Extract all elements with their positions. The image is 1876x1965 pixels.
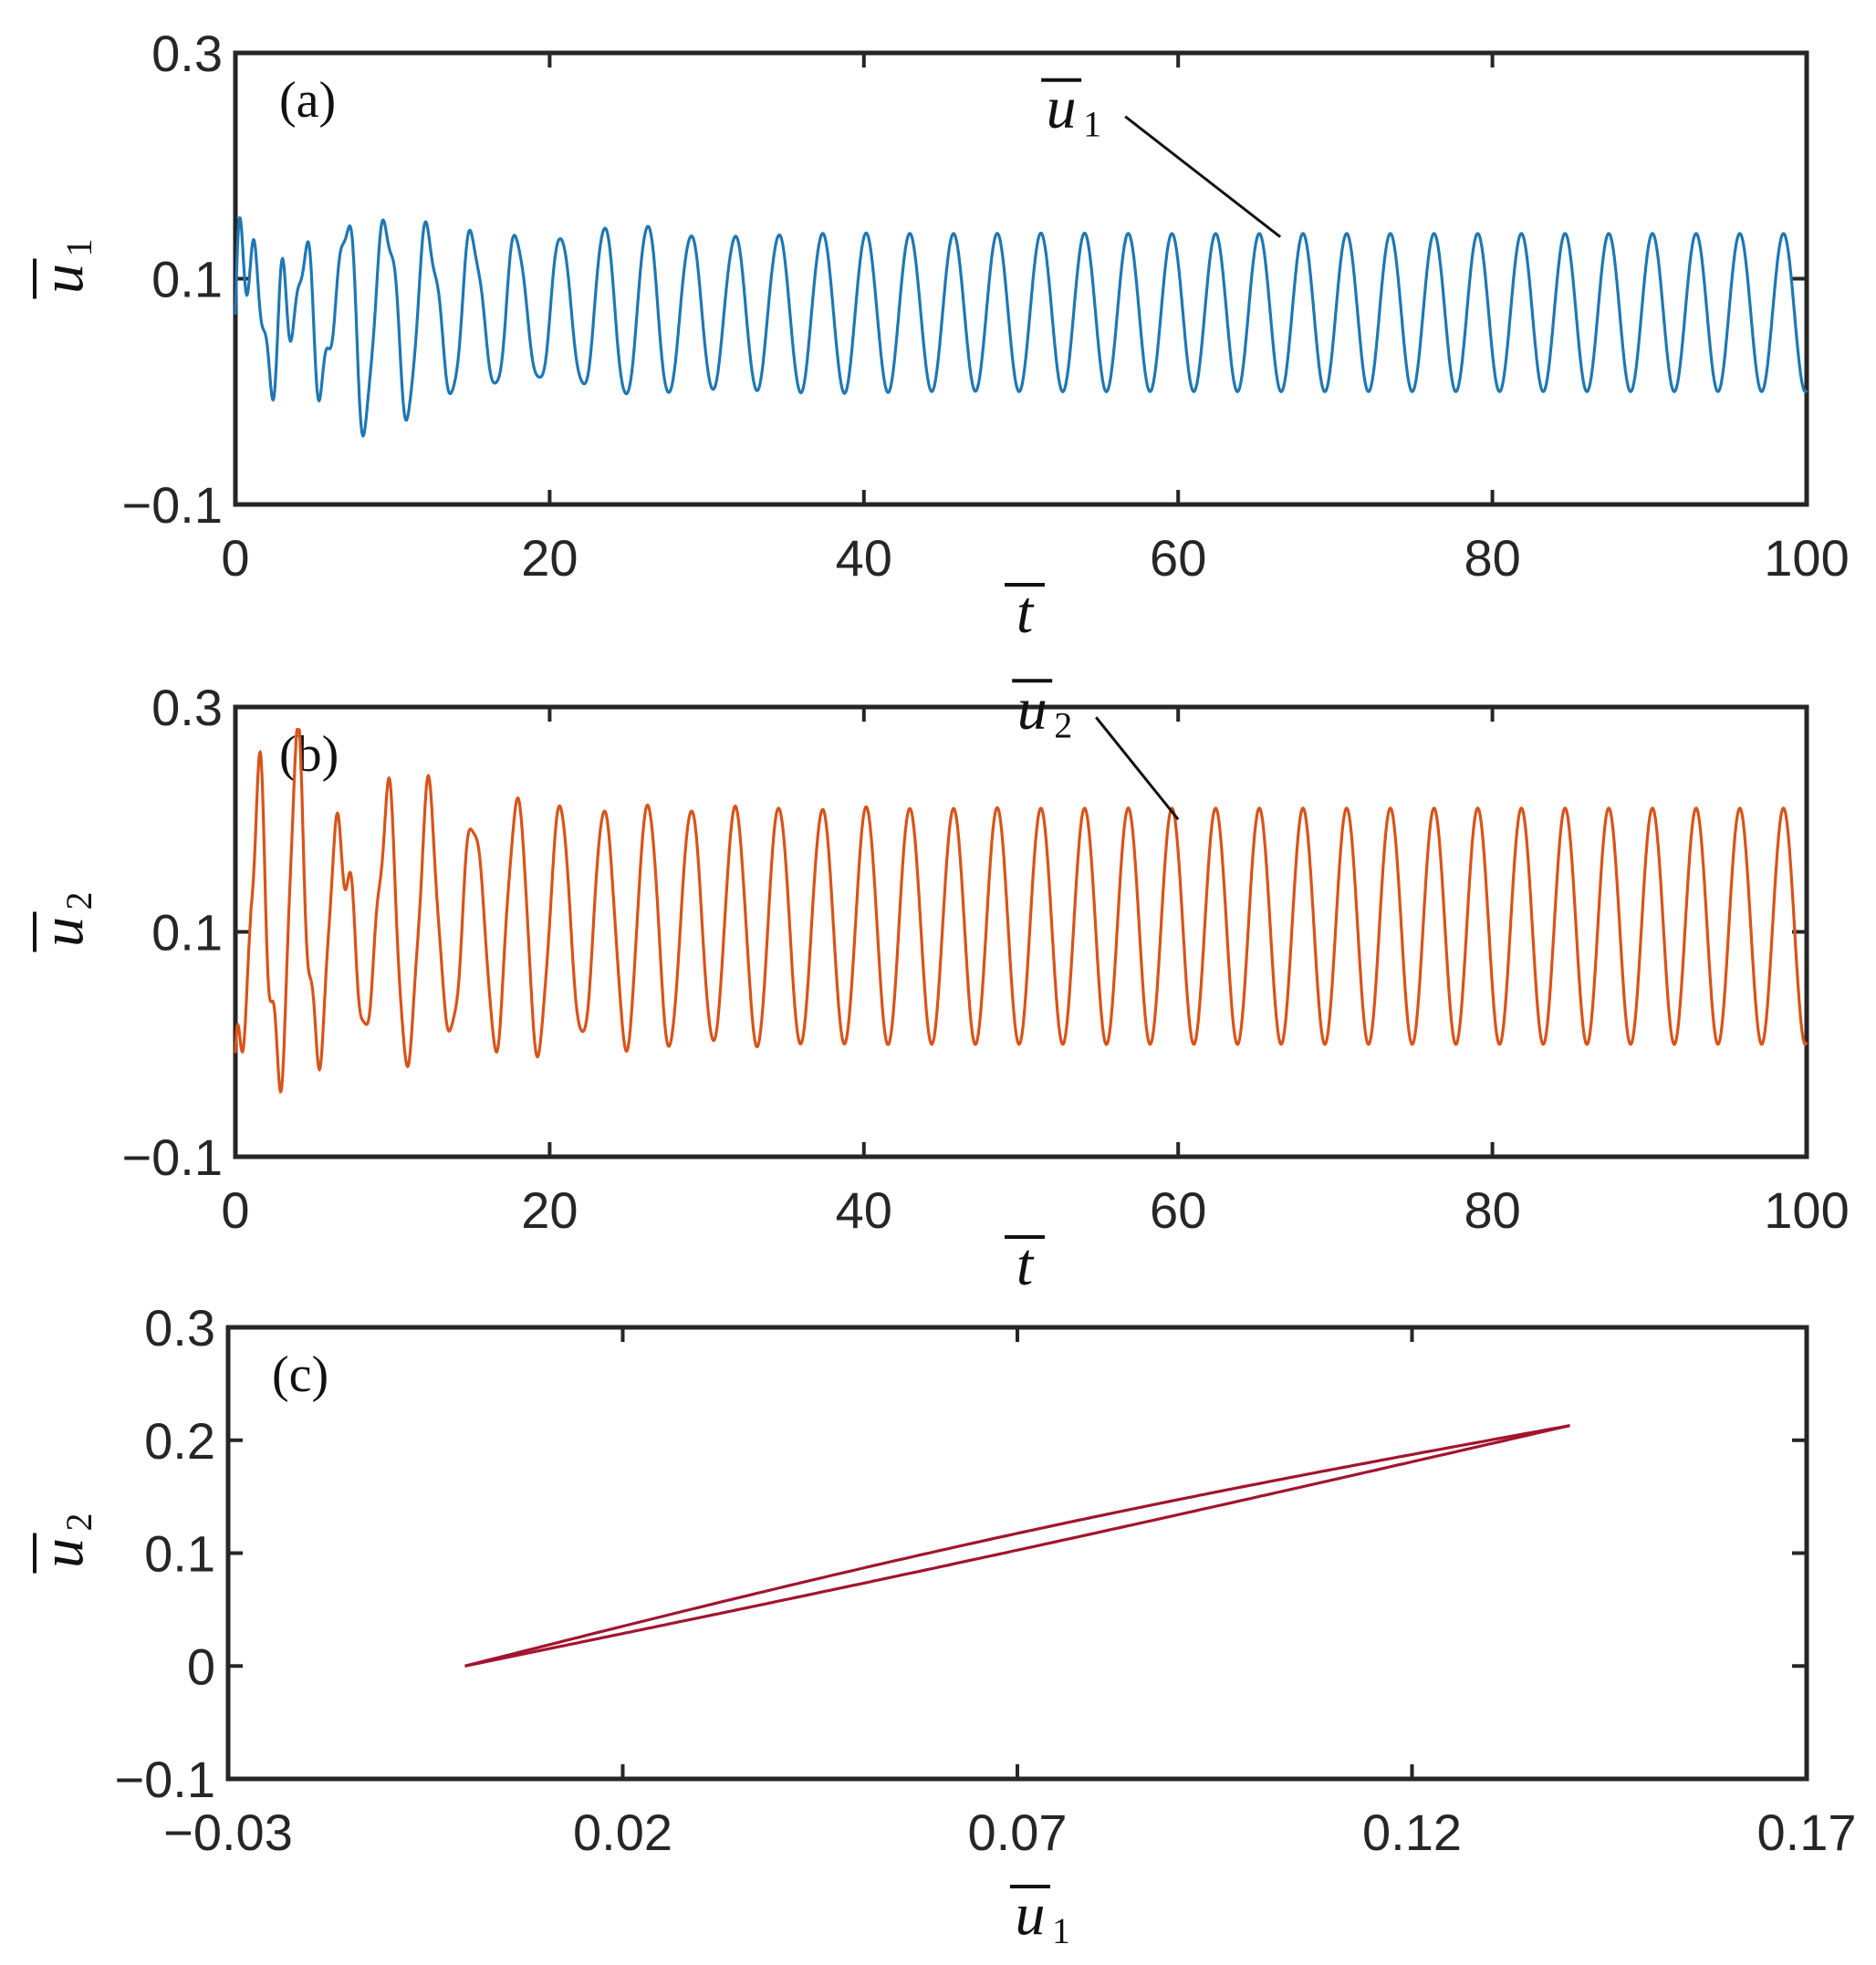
panel-c-orbit-upper bbox=[464, 1424, 1570, 1668]
panel-c-xtick-label: 0.17 bbox=[1757, 1804, 1857, 1861]
panel-a-xtick-label: 100 bbox=[1764, 529, 1849, 587]
panel-c-ytick-label: 0 bbox=[187, 1638, 215, 1695]
panel-b-ylabel-text: u bbox=[29, 917, 96, 947]
panel-a-panel-label: (a) bbox=[279, 72, 336, 129]
panel-a-xtick-label: 40 bbox=[836, 529, 892, 587]
panel-c-xtick-label: 0.12 bbox=[1362, 1804, 1462, 1861]
panel-b-xlabel-text: t bbox=[1016, 1232, 1035, 1298]
panel-c-ytick-label: 0.1 bbox=[144, 1525, 215, 1583]
panel-c-ytick-label: 0.2 bbox=[144, 1412, 215, 1470]
panel-a-axes-frame bbox=[233, 50, 1809, 507]
panel-c-xtick-label: −0.03 bbox=[163, 1804, 293, 1861]
panel-a-annotation-text: u bbox=[1047, 75, 1077, 141]
panel-a-xlabel-text: t bbox=[1016, 579, 1035, 646]
panel-c-axes-frame bbox=[225, 1325, 1809, 1782]
panel-b-xtick-label: 20 bbox=[521, 1181, 578, 1239]
panel-c-ylabel-subscript: 2 bbox=[58, 1513, 99, 1532]
panel-b-ytick-label: 0.1 bbox=[151, 904, 223, 962]
panel-a-ytick-label: 0.3 bbox=[151, 25, 223, 82]
panel-a-ytick-label: −0.1 bbox=[121, 476, 223, 534]
panel-c-xlabel-subscript: 1 bbox=[1052, 1910, 1070, 1951]
panel-b-series-line bbox=[234, 728, 1808, 1095]
panel-b-ytick-label: −0.1 bbox=[121, 1128, 223, 1186]
panel-a-xtick-label: 20 bbox=[521, 529, 578, 587]
panel-b-xlabel: t bbox=[1005, 1232, 1045, 1298]
panel-b-panel-label: (b) bbox=[279, 726, 339, 783]
panel-a-xtick-label: 60 bbox=[1150, 529, 1206, 587]
panel-a-xtick-label: 0 bbox=[221, 529, 249, 587]
panel-b-xtick-label: 80 bbox=[1464, 1181, 1520, 1239]
panel-a-ylabel: u1 bbox=[29, 239, 99, 299]
panel-b-annotation-text: u bbox=[1017, 675, 1047, 742]
panel-b-xtick-label: 100 bbox=[1764, 1181, 1849, 1239]
panel-b-axes-frame bbox=[233, 704, 1809, 1159]
panel-a-annotation-leader bbox=[1124, 115, 1282, 238]
panel-b-xtick-label: 0 bbox=[221, 1181, 249, 1239]
panel-c-ylabel-text: u bbox=[29, 1538, 96, 1568]
panel-c-ytick-label: −0.1 bbox=[114, 1751, 215, 1808]
panel-b-xtick-label: 40 bbox=[836, 1181, 892, 1239]
panel-c: −0.03 0.02 0.07 0.12 0.17−0.100.10.20.3(c)u 1… bbox=[29, 1299, 1857, 1951]
panel-b-xtick-label: 60 bbox=[1150, 1181, 1206, 1239]
panel-a-ylabel-text: u bbox=[29, 264, 96, 294]
panel-a-ylabel-subscript: 1 bbox=[58, 239, 99, 257]
panel-c-xlabel-text: u bbox=[1016, 1881, 1046, 1948]
panel-b-ytick-label: 0.3 bbox=[151, 679, 223, 736]
panel-a-annotation-subscript: 1 bbox=[1083, 104, 1101, 145]
panel-a-series-line bbox=[234, 216, 1808, 439]
panel-b-annotation-subscript: 2 bbox=[1054, 704, 1072, 745]
panel-a-xtick-label: 80 bbox=[1464, 529, 1520, 587]
panel-c-xtick-label: 0.02 bbox=[573, 1804, 672, 1861]
panel-b-ylabel: u2 bbox=[29, 892, 99, 952]
panel-c-ylabel: u2 bbox=[29, 1513, 99, 1574]
panel-a-ytick-label: 0.1 bbox=[151, 251, 223, 308]
panel-b-ylabel-subscript: 2 bbox=[58, 892, 99, 910]
panel-c-ytick-label: 0.3 bbox=[144, 1299, 215, 1357]
panel-b-annotation-leader bbox=[1095, 716, 1180, 821]
panel-c-panel-label: (c) bbox=[272, 1346, 328, 1403]
panel-a-xlabel: t bbox=[1005, 579, 1045, 646]
panel-c-xtick-label: 0.07 bbox=[968, 1804, 1068, 1861]
panel-c-orbit-lower bbox=[464, 1424, 1570, 1668]
